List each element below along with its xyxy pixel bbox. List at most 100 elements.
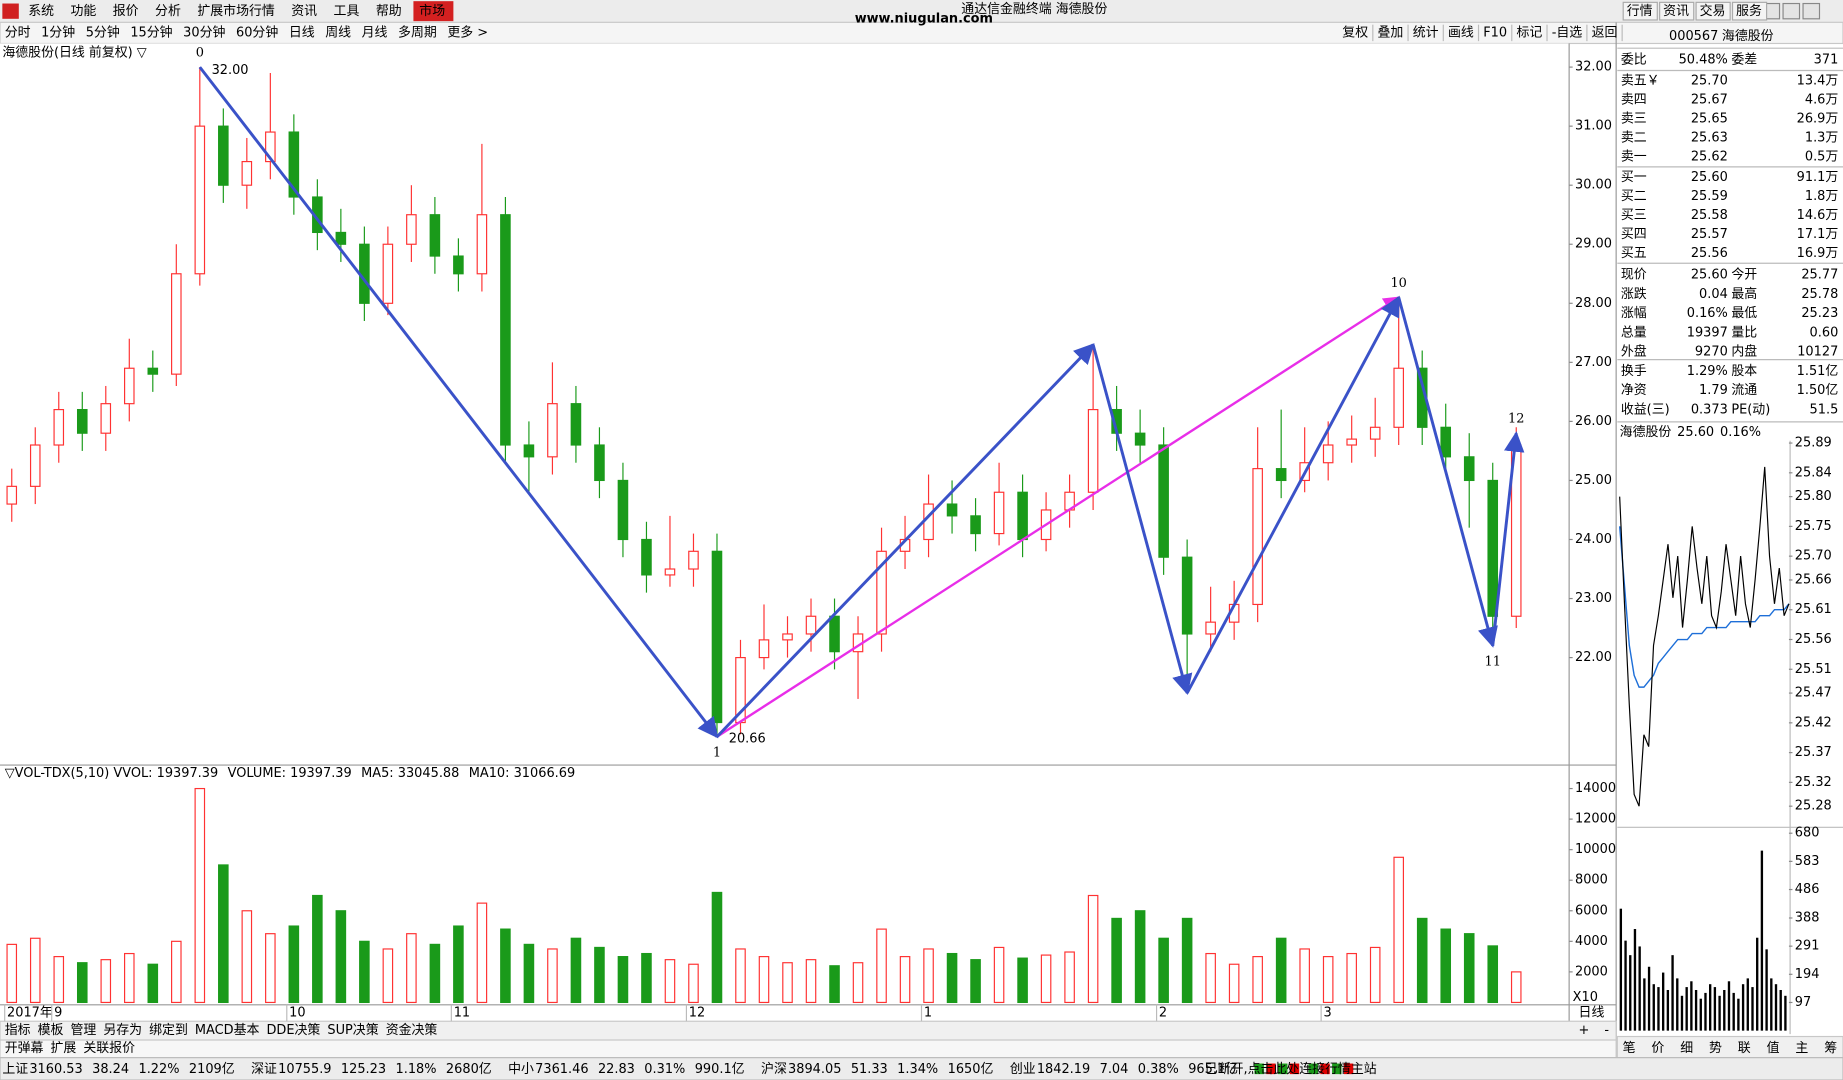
volume-bar	[1657, 987, 1660, 1031]
volume-bar	[218, 864, 229, 1004]
tool-button[interactable]: -自选	[1552, 25, 1583, 40]
restore-button[interactable]	[1782, 2, 1801, 20]
market-button[interactable]: 市场	[419, 3, 445, 19]
period-button[interactable]: 周线	[325, 25, 351, 40]
volume-bar	[288, 925, 300, 1004]
bottom-tab[interactable]: 关联报价	[83, 1041, 135, 1056]
menu-item[interactable]: 资讯	[291, 4, 317, 19]
y-tick-label: 291	[1795, 939, 1820, 954]
volume-bar	[100, 959, 112, 1004]
menu-item[interactable]: 系统	[28, 4, 54, 19]
candle-body	[194, 125, 206, 275]
index-field: 2680亿	[446, 1062, 492, 1077]
close-button[interactable]	[1802, 2, 1821, 20]
mini-header: 海德股份	[1620, 425, 1672, 440]
period-button[interactable]: 分时	[5, 25, 31, 40]
tool-button[interactable]: F10	[1483, 25, 1507, 40]
stat-cell: 净资	[1621, 383, 1647, 398]
menu-item[interactable]: 帮助	[376, 4, 402, 19]
legend-entry: VOLUME: 19397.39	[228, 766, 352, 781]
y-tick-label: 25.89	[1795, 436, 1832, 451]
connection-status[interactable]: 已断开,点击此处连接行情主站	[1205, 1061, 1377, 1077]
volume-bar	[664, 959, 676, 1004]
panel-tab[interactable]: 价	[1651, 1041, 1664, 1056]
wave-label: 11	[1485, 655, 1501, 670]
volume-bar	[1690, 981, 1693, 1031]
tool-button[interactable]: 返回	[1592, 25, 1618, 40]
volume-bar	[1694, 989, 1698, 1031]
tool-button[interactable]: 叠加	[1378, 25, 1404, 40]
top-button[interactable]: 资讯	[1663, 4, 1689, 19]
period-button[interactable]: 1分钟	[41, 24, 75, 40]
top-button[interactable]: 交易	[1700, 3, 1726, 19]
bottom-tab[interactable]: 扩展	[50, 1041, 76, 1056]
period-button[interactable]: 60分钟	[236, 24, 278, 40]
top-button[interactable]: 服务	[1736, 3, 1762, 19]
indicator-tab[interactable]: SUP决策	[327, 1022, 378, 1038]
menu-item[interactable]: 报价	[113, 4, 139, 19]
candle-body	[1322, 444, 1334, 464]
y-tick-label: 388	[1795, 910, 1820, 925]
indicator-tab[interactable]: 模板	[38, 1023, 64, 1038]
period-button[interactable]: 月线	[362, 25, 388, 40]
period-button[interactable]: 5分钟	[86, 24, 120, 40]
tool-button[interactable]: 标记	[1516, 25, 1542, 40]
volume-bar	[1393, 856, 1404, 1004]
y-tick-label: 25.42	[1795, 715, 1832, 730]
book-volume: 13.4万	[1797, 74, 1839, 89]
indicator-tab[interactable]: MACD基本	[195, 1023, 260, 1038]
index-field: 10755.9	[278, 1062, 331, 1077]
panel-tab[interactable]: 笔	[1623, 1040, 1636, 1056]
volume-bar	[429, 943, 441, 1004]
panel-tab[interactable]: 主	[1795, 1041, 1808, 1056]
menu-item[interactable]: 工具	[334, 4, 360, 19]
menu-item[interactable]: 功能	[70, 4, 96, 19]
tool-button[interactable]: 画线	[1448, 25, 1474, 40]
y-tick-label: 25.47	[1795, 686, 1832, 701]
bottom-tab[interactable]: 开弹幕	[5, 1041, 44, 1056]
zoom-button[interactable]: -	[1604, 1023, 1609, 1038]
zoom-button[interactable]: +	[1579, 1023, 1590, 1038]
panel-tab[interactable]: 筹	[1824, 1040, 1837, 1056]
indicator-tab[interactable]: 指标	[5, 1023, 31, 1038]
period-button[interactable]: 30分钟	[183, 24, 225, 40]
index-field: 51.33	[851, 1062, 888, 1077]
top-button[interactable]: 行情	[1627, 4, 1653, 19]
panel-tab[interactable]: 势	[1709, 1040, 1722, 1056]
indicator-tab[interactable]: DDE决策	[266, 1022, 320, 1038]
period-label: 日线	[1579, 1006, 1605, 1021]
volume-bar	[1779, 989, 1782, 1031]
indicator-tab[interactable]: 管理	[70, 1023, 96, 1038]
y-tick-label: 24.00	[1575, 532, 1612, 547]
panel-tab[interactable]: 联	[1738, 1041, 1751, 1056]
volume-bar	[1666, 989, 1670, 1031]
status-bar	[0, 1057, 1843, 1080]
tool-button[interactable]: 复权	[1342, 24, 1368, 40]
signal-icon	[1278, 1063, 1288, 1075]
tool-button[interactable]: 统计	[1413, 25, 1439, 40]
panel-tab[interactable]: 细	[1680, 1041, 1693, 1056]
volume-bar	[453, 925, 464, 1004]
indicator-tab[interactable]: 另存为	[103, 1023, 142, 1038]
candle-body	[641, 538, 652, 576]
x-tick-label: 11	[454, 1006, 470, 1021]
period-button[interactable]: 多周期	[398, 25, 437, 40]
volume-bar	[76, 962, 88, 1004]
indicator-tab[interactable]: 资金决策	[386, 1022, 438, 1038]
menu-item[interactable]: 扩展市场行情	[197, 3, 275, 19]
panel-tab[interactable]: 值	[1767, 1040, 1780, 1056]
menu-item[interactable]: 分析	[155, 4, 181, 19]
period-button[interactable]: 15分钟	[130, 24, 172, 40]
mini-header: 25.60	[1677, 425, 1714, 440]
candle-body	[429, 214, 441, 257]
volume-bar	[1638, 946, 1641, 1031]
period-button[interactable]: 更多 >	[447, 25, 488, 40]
book-volume: 17.1万	[1797, 227, 1839, 242]
book-price: 25.63	[1691, 131, 1728, 146]
volume-bar	[1784, 995, 1787, 1031]
top-button-bg	[1622, 1, 1658, 21]
book-label: 买三	[1621, 208, 1647, 223]
indicator-tab[interactable]: 绑定到	[149, 1023, 188, 1038]
index-field: 990.1亿	[695, 1062, 745, 1077]
period-button[interactable]: 日线	[289, 25, 315, 40]
